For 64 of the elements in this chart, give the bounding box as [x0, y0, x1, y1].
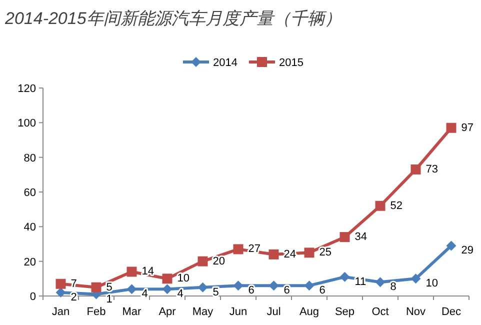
point [304, 280, 314, 291]
point [375, 200, 386, 211]
x-tick-label: May [192, 306, 214, 318]
y-tick-label: 100 [18, 118, 36, 130]
x-tick-label: Aug [299, 306, 320, 318]
x-tick-label: Feb [86, 306, 106, 318]
data-label: 10 [177, 272, 190, 285]
y-tick-label: 40 [24, 222, 36, 234]
data-label: 25 [319, 246, 332, 259]
data-label: 4 [177, 288, 184, 300]
point [375, 277, 386, 288]
y-tick-label: 120 [18, 83, 36, 95]
data-label: 1 [106, 293, 112, 306]
data-label: 4 [142, 288, 148, 300]
point [340, 272, 350, 282]
point [410, 164, 421, 174]
data-label: 52 [390, 200, 402, 212]
point [162, 274, 172, 284]
x-tick-label: Apr [158, 306, 176, 318]
point [268, 249, 279, 260]
point [340, 232, 350, 242]
point [304, 248, 314, 258]
point [162, 284, 172, 294]
data-label: 10 [426, 278, 438, 290]
point [233, 244, 244, 254]
point [56, 288, 66, 298]
point [233, 280, 244, 291]
point [126, 284, 137, 294]
data-label: 6 [284, 284, 290, 297]
data-label: 6 [248, 284, 254, 297]
point [91, 282, 102, 292]
data-label: 5 [106, 281, 112, 294]
data-label: 6 [319, 284, 326, 297]
legend-label: 2015 [279, 57, 304, 69]
point [446, 122, 456, 133]
legend-label: 2014 [213, 57, 238, 69]
x-tick-label: Jan [52, 306, 70, 318]
point [446, 240, 456, 251]
point [410, 274, 421, 284]
data-label: 5 [212, 286, 219, 298]
point [268, 280, 279, 291]
x-tick-label: Oct [372, 306, 389, 318]
point [198, 282, 208, 292]
x-tick-label: Dec [441, 306, 462, 318]
x-tick-label: Mar [122, 306, 142, 318]
point [126, 266, 137, 277]
y-tick-label: 20 [24, 256, 36, 268]
y-tick-label: 0 [30, 291, 36, 303]
data-label: 8 [390, 281, 396, 294]
data-label: 97 [461, 122, 474, 134]
point [56, 278, 66, 289]
data-label: 2 [70, 292, 77, 304]
y-tick-label: 80 [24, 152, 36, 164]
data-label: 73 [426, 163, 438, 176]
data-label: 20 [212, 255, 225, 268]
y-tick-label: 60 [24, 187, 36, 199]
data-label: 29 [461, 244, 474, 257]
data-label: 34 [354, 231, 367, 244]
point [198, 256, 208, 266]
chart-title: 2014-2015年间新能源汽车月度产量（千辆） [4, 9, 342, 28]
x-tick-label: Nov [406, 306, 426, 318]
x-tick-label: Jul [266, 306, 281, 318]
x-tick-label: Sep [334, 306, 355, 318]
x-tick-label: Jun [229, 306, 248, 318]
